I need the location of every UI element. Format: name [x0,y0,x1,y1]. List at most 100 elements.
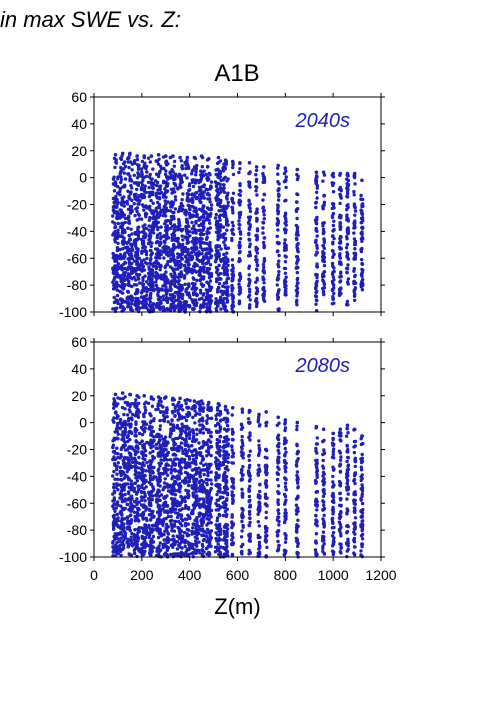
data-point [132,548,137,553]
data-point [198,412,202,417]
data-point [217,467,221,471]
data-point [123,254,127,259]
data-point [262,259,266,264]
data-point [255,238,259,242]
data-point [113,268,117,272]
data-point [135,182,139,186]
data-point [221,225,226,229]
data-point [195,427,199,432]
data-point [255,185,259,190]
data-point [139,495,144,499]
data-point [133,414,137,418]
data-point [206,212,210,217]
data-point [209,536,213,540]
data-point [156,254,160,258]
data-point [139,547,144,551]
data-point [155,518,160,522]
data-point [315,289,319,294]
data-point [208,541,212,546]
data-point [120,478,124,482]
data-point [123,407,127,411]
data-point [192,249,196,254]
data-point [133,528,137,532]
data-point [277,188,281,192]
data-point [148,304,153,308]
data-point [261,198,265,202]
data-point [144,174,149,178]
data-point [164,292,168,297]
data-point [221,178,226,182]
data-point [205,552,209,556]
data-point [231,165,235,170]
data-point [143,523,148,527]
data-point [132,510,136,514]
data-point [163,222,167,226]
data-point [173,195,178,199]
data-point [205,494,209,498]
data-point [209,256,213,260]
data-point [134,470,138,475]
data-point [148,215,152,220]
data-point [136,466,141,470]
data-point [135,154,139,158]
data-point [221,513,226,518]
data-point [141,178,145,183]
data-point [248,206,252,210]
data-point [166,546,171,550]
data-point [261,206,265,210]
data-point [315,265,320,269]
data-point [151,523,156,528]
data-point [125,268,130,272]
data-point [295,303,299,307]
data-point [130,208,134,212]
data-point [193,288,197,292]
data-point [129,183,133,188]
data-point [129,446,133,450]
data-point [144,261,148,265]
data-point [190,240,194,244]
data-point [359,273,364,277]
data-point [176,292,180,297]
data-point [140,432,145,437]
data-point [331,229,335,233]
data-point [314,298,319,302]
data-point [295,243,299,247]
data-point [142,154,146,158]
data-point [215,304,220,308]
data-point [138,281,142,285]
data-point [144,250,149,254]
data-point [128,211,133,215]
data-point [208,263,213,267]
data-point [129,190,133,194]
data-point [176,267,180,271]
data-point [114,517,118,521]
data-point [214,246,218,250]
data-point [112,402,116,406]
data-point [209,453,213,458]
data-point [133,519,137,523]
data-point [217,235,222,240]
data-point [155,446,159,451]
data-point [137,225,141,229]
data-point [223,285,228,289]
data-point [123,426,128,430]
data-point [216,155,221,160]
data-point [126,482,130,486]
data-point [127,221,132,225]
data-point [360,262,364,266]
data-point [154,442,159,447]
data-point [151,449,155,454]
data-point [191,168,195,172]
data-point [140,552,145,556]
data-point [140,498,144,502]
data-point [142,446,147,451]
data-point [295,167,300,172]
data-point [183,496,187,500]
data-point [142,268,147,272]
data-point [118,417,123,422]
data-point [179,516,183,521]
data-point [330,272,335,276]
data-point [247,245,252,249]
data-point [114,194,118,199]
data-point [150,269,154,273]
